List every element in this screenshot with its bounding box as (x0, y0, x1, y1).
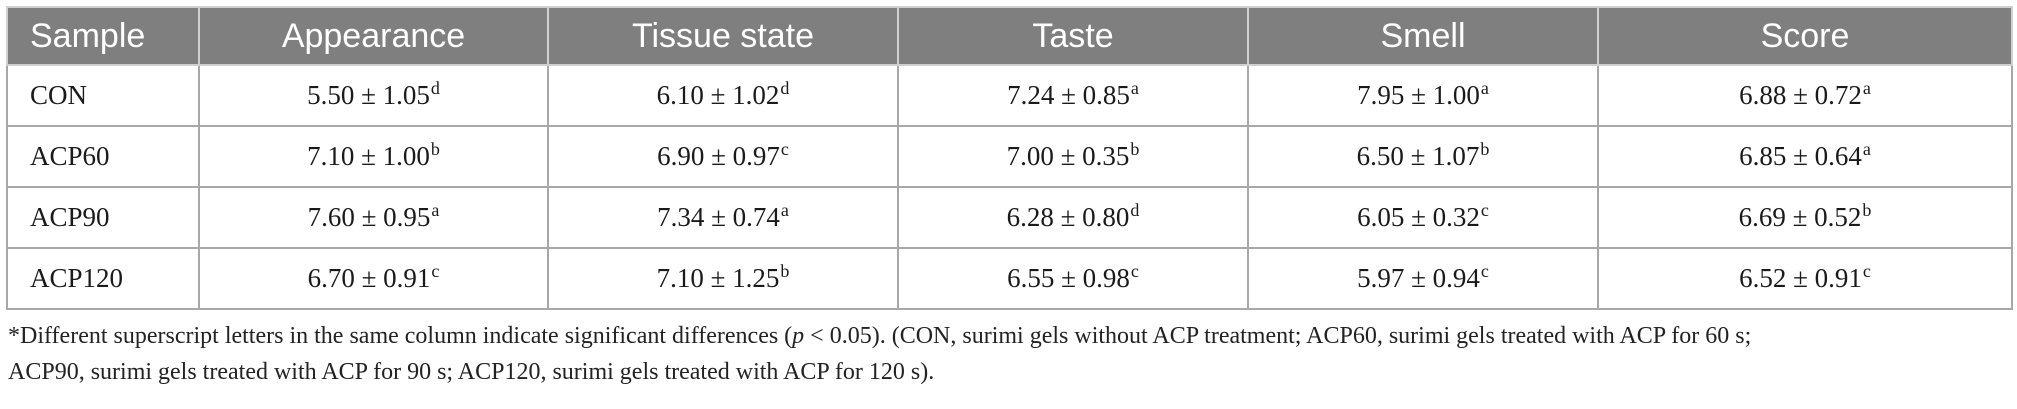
footnote-text: < 0.05). (CON, surimi gels without ACP t… (804, 323, 1752, 349)
significance-letter: c (1480, 261, 1489, 281)
cell-value: 6.50 ± 1.07 (1356, 141, 1480, 171)
cell-value: 6.88 ± 0.72 (1739, 80, 1862, 110)
data-cell: 5.97 ± 0.94c (1247, 247, 1599, 310)
cell-value: 7.10 ± 1.25 (656, 263, 780, 293)
table-row: CON 5.50 ± 1.05d 6.10 ± 1.02d 7.24 ± 0.8… (6, 64, 2013, 127)
significance-letter: d (430, 78, 440, 98)
cell-value: 6.90 ± 0.97 (657, 141, 780, 171)
footnote-text: *Different superscript letters in the sa… (8, 323, 793, 349)
data-cell: 5.50 ± 1.05d (198, 64, 549, 127)
cell-value: 6.28 ± 0.80 (1006, 202, 1130, 232)
significance-letter: c (1130, 261, 1139, 281)
data-cell: 6.69 ± 0.52b (1597, 186, 2013, 249)
header-score: Score (1597, 6, 2013, 66)
data-cell: 6.88 ± 0.72a (1597, 64, 2013, 127)
cell-value: 7.24 ± 0.85 (1007, 80, 1130, 110)
data-cell: 6.85 ± 0.64a (1597, 125, 2013, 188)
significance-letter: c (1862, 261, 1871, 281)
table-row: ACP120 6.70 ± 0.91c 7.10 ± 1.25b 6.55 ± … (6, 247, 2013, 310)
cell-value: 6.55 ± 0.98 (1007, 263, 1130, 293)
cell-value: 6.10 ± 1.02 (656, 80, 780, 110)
data-cell: 7.10 ± 1.25b (547, 247, 899, 310)
header-smell: Smell (1247, 6, 1599, 66)
significance-letter: d (1130, 200, 1140, 220)
data-cell: 7.95 ± 1.00a (1247, 64, 1599, 127)
significance-letter: b (1862, 200, 1872, 220)
header-sample: Sample (6, 6, 200, 66)
significance-letter: c (431, 261, 440, 281)
cell-value: 7.60 ± 0.95 (307, 202, 431, 232)
cell-value: 6.70 ± 0.91 (307, 263, 431, 293)
table-footnote: *Different superscript letters in the sa… (8, 318, 2008, 390)
cell-value: 6.69 ± 0.52 (1738, 202, 1862, 232)
data-cell: 6.50 ± 1.07b (1247, 125, 1599, 188)
significance-letter: c (1480, 200, 1489, 220)
sensory-evaluation-table: Sample Appearance Tissue state Taste Sme… (6, 6, 2013, 310)
table-header-row: Sample Appearance Tissue state Taste Sme… (6, 6, 2013, 66)
cell-value: 7.95 ± 1.00 (1357, 80, 1480, 110)
data-cell: 6.05 ± 0.32c (1247, 186, 1599, 249)
data-cell: 6.70 ± 0.91c (198, 247, 549, 310)
data-cell: 6.55 ± 0.98c (897, 247, 1249, 310)
table-row: ACP60 7.10 ± 1.00b 6.90 ± 0.97c 7.00 ± 0… (6, 125, 2013, 188)
cell-value: 5.50 ± 1.05 (307, 80, 430, 110)
significance-letter: b (430, 139, 440, 159)
significance-letter: a (1862, 78, 1871, 98)
data-cell: 7.10 ± 1.00b (198, 125, 549, 188)
data-cell: 6.28 ± 0.80d (897, 186, 1249, 249)
data-cell: 6.52 ± 0.91c (1597, 247, 2013, 310)
cell-value: 6.05 ± 0.32 (1357, 202, 1480, 232)
sample-cell: ACP60 (6, 125, 200, 188)
significance-letter: b (780, 261, 790, 281)
cell-value: 6.85 ± 0.64 (1739, 141, 1862, 171)
header-appearance: Appearance (198, 6, 549, 66)
data-cell: 6.10 ± 1.02d (547, 64, 899, 127)
significance-letter: b (1480, 139, 1490, 159)
footnote-line-1: *Different superscript letters in the sa… (8, 318, 2008, 354)
cell-value: 7.34 ± 0.74 (657, 202, 780, 232)
significance-letter: a (1862, 139, 1871, 159)
significance-letter: c (780, 139, 789, 159)
sample-cell: ACP90 (6, 186, 200, 249)
table-row: ACP90 7.60 ± 0.95a 7.34 ± 0.74a 6.28 ± 0… (6, 186, 2013, 249)
data-cell: 7.34 ± 0.74a (547, 186, 899, 249)
p-symbol: p (792, 323, 805, 349)
data-cell: 7.60 ± 0.95a (198, 186, 549, 249)
significance-letter: a (1130, 78, 1139, 98)
data-cell: 7.00 ± 0.35b (897, 125, 1249, 188)
significance-letter: a (780, 200, 789, 220)
cell-value: 7.00 ± 0.35 (1006, 141, 1130, 171)
footnote-line-2: ACP90, surimi gels treated with ACP for … (8, 359, 935, 385)
cell-value: 6.52 ± 0.91 (1739, 263, 1862, 293)
cell-value: 7.10 ± 1.00 (307, 141, 430, 171)
sample-cell: ACP120 (6, 247, 200, 310)
significance-letter: b (1130, 139, 1140, 159)
significance-letter: a (1480, 78, 1489, 98)
significance-letter: a (431, 200, 440, 220)
sample-cell: CON (6, 64, 200, 127)
results-table-container: Sample Appearance Tissue state Taste Sme… (6, 6, 2013, 310)
cell-value: 5.97 ± 0.94 (1357, 263, 1480, 293)
significance-letter: d (780, 78, 790, 98)
data-cell: 7.24 ± 0.85a (897, 64, 1249, 127)
data-cell: 6.90 ± 0.97c (547, 125, 899, 188)
header-taste: Taste (897, 6, 1249, 66)
header-tissue-state: Tissue state (547, 6, 899, 66)
